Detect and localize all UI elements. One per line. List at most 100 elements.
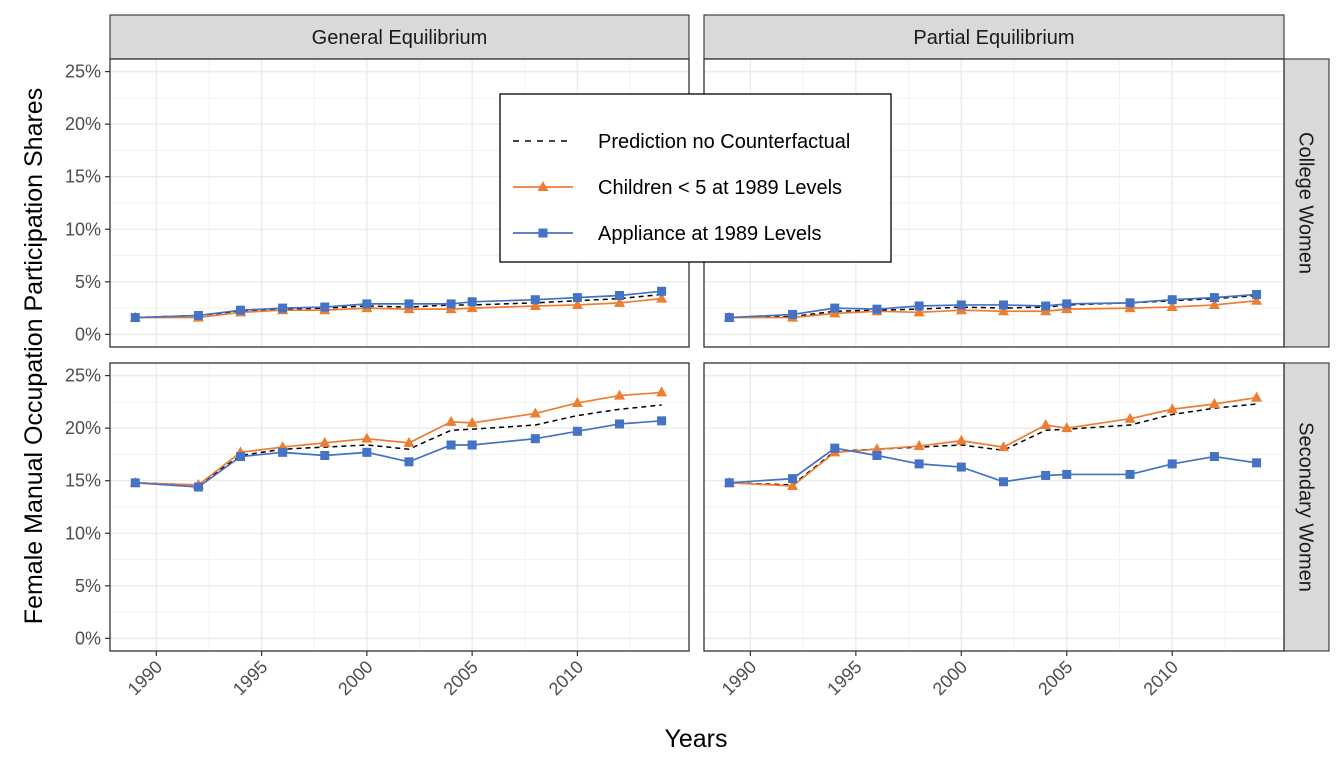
series-children-5-at-1989-levels xyxy=(723,294,1263,322)
series-prediction-no-counterfactual xyxy=(135,404,662,486)
data-point xyxy=(320,302,330,312)
legend-item-prediction-no-counterfactual: Prediction no Counterfactual xyxy=(513,131,850,153)
data-point xyxy=(830,443,840,453)
data-point xyxy=(466,416,478,427)
data-point xyxy=(1125,469,1135,479)
row-strip-college-women: College Women xyxy=(1283,58,1330,348)
column-strip-general-equilibrium: General Equilibrium xyxy=(109,14,690,60)
data-point xyxy=(130,313,140,323)
series-appliance-at-1989-levels xyxy=(130,286,667,323)
legend-items: Prediction no Counterfactual Children < 5… xyxy=(513,131,850,245)
data-point xyxy=(446,299,456,309)
y-tick-label: 5% xyxy=(75,272,101,292)
panel-border xyxy=(703,362,1285,652)
data-point xyxy=(1041,470,1051,480)
data-point xyxy=(955,434,967,445)
panel-border xyxy=(109,362,690,652)
data-point xyxy=(914,459,924,469)
y-tick-label: 25% xyxy=(65,366,101,386)
data-point xyxy=(787,479,799,490)
strip-background xyxy=(703,14,1285,60)
legend: Prediction no Counterfactual Children < 5… xyxy=(499,93,892,263)
data-point xyxy=(615,290,625,300)
data-point xyxy=(403,436,415,447)
data-point xyxy=(614,389,626,400)
data-point xyxy=(572,293,582,303)
y-tick-label: 0% xyxy=(75,628,101,648)
data-point xyxy=(1251,391,1263,402)
column-strip-label: Partial Equilibrium xyxy=(913,27,1074,49)
data-point xyxy=(236,305,246,315)
data-point xyxy=(614,296,626,307)
data-point xyxy=(278,447,288,457)
legend-item-appliance-at-1989-levels: Appliance at 1989 Levels xyxy=(513,223,822,245)
legend-item-children-5-at-1989-levels: Children < 5 at 1989 Levels xyxy=(513,177,842,199)
data-point xyxy=(467,440,477,450)
data-point xyxy=(1209,293,1219,303)
panels-layer: General Equilibrium Partial Equilibrium Co… xyxy=(109,14,1330,652)
series-line xyxy=(135,404,662,486)
data-point xyxy=(1062,299,1072,309)
legend-label: Prediction no Counterfactual xyxy=(598,131,850,153)
y-tick-label: 15% xyxy=(65,471,101,491)
y-tick-label: 25% xyxy=(65,62,101,82)
data-point xyxy=(467,297,477,307)
data-point xyxy=(1125,298,1135,308)
panel-secondary-women-partial-equilibrium xyxy=(703,362,1285,652)
data-point xyxy=(788,474,798,484)
data-point xyxy=(1209,452,1219,462)
data-point xyxy=(193,310,203,320)
data-point xyxy=(1252,458,1262,468)
data-point xyxy=(914,301,924,311)
series-appliance-at-1989-levels xyxy=(130,416,667,492)
data-point xyxy=(571,298,583,309)
data-point xyxy=(466,302,478,313)
data-point xyxy=(997,305,1009,316)
y-axis-ticks: 0% 5% 10% 15% 20% 25% 0% 5% 10% 15% 20% 25% xyxy=(65,62,110,648)
data-point xyxy=(571,396,583,407)
data-point xyxy=(530,295,540,305)
data-point xyxy=(529,300,541,311)
data-point xyxy=(872,450,882,460)
data-point xyxy=(656,386,668,397)
y-tick-label: 20% xyxy=(65,418,101,438)
data-point xyxy=(445,415,457,426)
data-point xyxy=(872,304,882,314)
y-tick-label: 10% xyxy=(65,219,101,239)
series-appliance-at-1989-levels xyxy=(724,443,1262,488)
data-point xyxy=(657,286,667,296)
y-axis-title: Female Manual Occupation Participation S… xyxy=(20,88,48,624)
column-strip-label: General Equilibrium xyxy=(312,27,488,49)
y-tick-label: 20% xyxy=(65,114,101,134)
strip-background xyxy=(109,14,690,60)
data-point xyxy=(130,478,140,488)
y-tick-label: 5% xyxy=(75,576,101,596)
legend-marker xyxy=(538,228,548,238)
row-strip-secondary-women: Secondary Women xyxy=(1283,362,1330,652)
data-point xyxy=(529,407,541,418)
data-point xyxy=(320,450,330,460)
data-point xyxy=(446,440,456,450)
column-strip-partial-equilibrium: Partial Equilibrium xyxy=(703,14,1285,60)
data-point xyxy=(1167,459,1177,469)
data-point xyxy=(236,452,246,462)
data-point xyxy=(913,440,925,451)
legend-label: Appliance at 1989 Levels xyxy=(598,223,822,245)
data-point xyxy=(1252,289,1262,299)
data-point xyxy=(319,436,331,447)
strip-background xyxy=(1283,362,1330,652)
data-point xyxy=(1167,295,1177,305)
data-point xyxy=(1062,469,1072,479)
data-point xyxy=(656,292,668,303)
data-point xyxy=(362,447,372,457)
data-point xyxy=(1251,294,1263,305)
data-point xyxy=(1124,412,1136,423)
data-point xyxy=(998,477,1008,487)
data-point xyxy=(278,303,288,313)
data-point xyxy=(1208,298,1220,309)
data-point xyxy=(1166,403,1178,414)
y-tick-label: 10% xyxy=(65,523,101,543)
data-point xyxy=(997,441,1009,452)
y-tick-label: 15% xyxy=(65,167,101,187)
